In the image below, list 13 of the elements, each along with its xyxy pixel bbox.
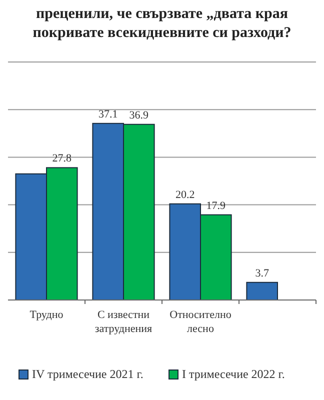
data-label: 3.7 xyxy=(255,267,270,280)
data-label: 20.2 xyxy=(175,188,195,201)
x-tick-label: Трудно xyxy=(30,309,64,321)
data-label: 27.8 xyxy=(52,152,72,165)
legend-label: I тримесечие 2022 г. xyxy=(182,367,285,381)
data-label: 36.9 xyxy=(129,109,150,122)
chart-title: преценили, че свързвате „двата края покривате всекидневните си разходи? xyxy=(32,6,292,41)
x-tick-label: С известни затруднения xyxy=(94,309,152,335)
x-tick-label: Относително лесно xyxy=(170,309,232,335)
legend-label: IV тримесечие 2021 г. xyxy=(32,367,144,381)
bar xyxy=(246,282,278,300)
data-label: 37.1 xyxy=(98,108,118,120)
data-label: 17.9 xyxy=(206,200,226,212)
